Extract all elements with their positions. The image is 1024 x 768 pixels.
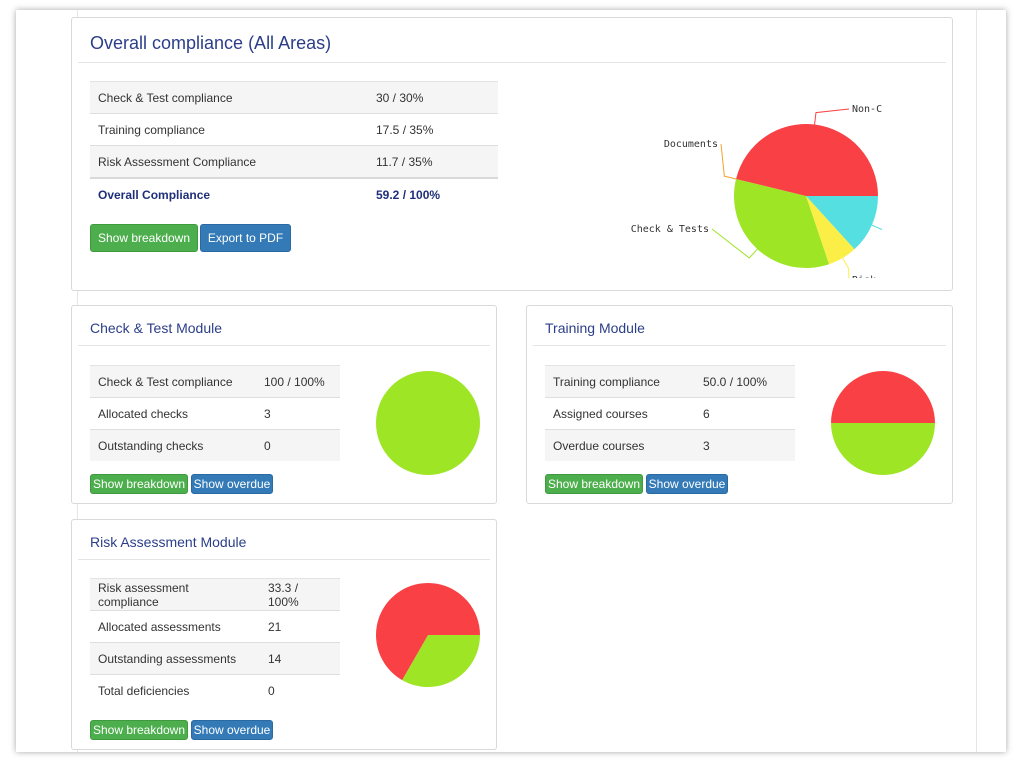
pie-label: Documents — [664, 139, 718, 150]
row-value: 30 / 30% — [368, 81, 498, 114]
row-value: 6 — [695, 397, 795, 430]
table-row: Allocated assessments 21 — [90, 610, 340, 643]
panel-divider — [78, 345, 490, 346]
row-label: Risk Assessment Compliance — [90, 145, 368, 178]
table-row: Total deficiencies 0 — [90, 674, 340, 706]
table-row: Allocated checks 3 — [90, 397, 340, 430]
pie-label: Non-Compliant — [852, 104, 882, 115]
row-value: 59.2 / 100% — [368, 177, 498, 210]
row-label: Assigned courses — [545, 397, 695, 430]
callout-line — [720, 143, 737, 180]
row-label: Overall Compliance — [90, 177, 368, 210]
row-label: Total deficiencies — [90, 674, 260, 706]
row-label: Allocated checks — [90, 397, 256, 430]
risk-stats-table: Risk assessment compliance 33.3 / 100% A… — [90, 578, 340, 706]
table-row: Assigned courses 6 — [545, 397, 795, 430]
row-label: Risk assessment compliance — [90, 578, 260, 611]
risk-assessment-module-panel: Risk Assessment Module Risk assessment c… — [71, 519, 497, 750]
row-value: 17.5 / 35% — [368, 113, 498, 146]
row-label: Training compliance — [545, 365, 695, 398]
table-row: Check & Test compliance 100 / 100% — [90, 365, 340, 398]
callout-line — [871, 224, 882, 231]
panel-divider — [78, 559, 490, 560]
table-row: Overdue courses 3 — [545, 429, 795, 461]
show-overdue-button[interactable]: Show overdue — [191, 474, 273, 494]
table-row: Check & Test compliance 30 / 30% — [90, 81, 498, 114]
training-module-panel: Training Module Training compliance 50.0… — [526, 305, 953, 504]
show-breakdown-button[interactable]: Show breakdown — [90, 720, 188, 740]
row-label: Training compliance — [90, 113, 368, 146]
table-row-total: Overall Compliance 59.2 / 100% — [90, 177, 498, 210]
overall-compliance-pie-chart: TrainingRisk AssessmentCheck & TestsDocu… — [631, 104, 882, 278]
pie-slice-compliant — [831, 423, 935, 475]
table-row: Training compliance 17.5 / 35% — [90, 113, 498, 146]
callout-line — [842, 257, 850, 278]
show-overdue-button[interactable]: Show overdue — [191, 720, 273, 740]
export-pdf-button[interactable]: Export to PDF — [200, 224, 291, 252]
check-test-module-panel: Check & Test Module Check & Test complia… — [71, 305, 497, 504]
pie-slice-non-compliant — [831, 371, 935, 423]
row-value: 0 — [256, 429, 340, 461]
overall-stats-table: Check & Test compliance 30 / 30% Trainin… — [90, 81, 498, 210]
row-value: 11.7 / 35% — [368, 145, 498, 178]
row-value: 3 — [695, 429, 795, 461]
check-test-pie-chart — [376, 371, 480, 475]
pie-label: Risk Assessment — [852, 275, 882, 278]
panel-title: Training Module — [545, 320, 645, 336]
pie-slice-non-compliant — [376, 583, 480, 681]
table-row: Risk assessment compliance 33.3 / 100% — [90, 578, 340, 611]
panel-divider — [533, 345, 946, 346]
pie-slice-compliant — [402, 635, 480, 687]
show-breakdown-button[interactable]: Show breakdown — [545, 474, 643, 494]
row-label: Outstanding assessments — [90, 642, 260, 675]
show-breakdown-button[interactable]: Show breakdown — [90, 474, 188, 494]
row-value: 3 — [256, 397, 340, 430]
row-value: 50.0 / 100% — [695, 365, 795, 398]
table-row: Risk Assessment Compliance 11.7 / 35% — [90, 145, 498, 178]
pie-label: Check & Tests — [631, 224, 709, 235]
overall-compliance-panel: Overall compliance (All Areas) Check & T… — [71, 17, 953, 291]
training-pie-chart — [831, 371, 935, 475]
row-value: 100 / 100% — [256, 365, 340, 398]
row-value: 0 — [260, 674, 340, 706]
pie-slice-non-compliant — [736, 124, 878, 196]
panel-title: Overall compliance (All Areas) — [90, 33, 332, 53]
pie-slice-check-tests — [734, 178, 830, 268]
row-value: 33.3 / 100% — [260, 578, 340, 611]
row-value: 14 — [260, 642, 340, 675]
pie-slice-risk-assessment — [806, 196, 855, 265]
callout-line — [814, 108, 850, 125]
row-label: Outstanding checks — [90, 429, 256, 461]
row-label: Allocated assessments — [90, 610, 260, 643]
table-row: Training compliance 50.0 / 100% — [545, 365, 795, 398]
callout-line — [711, 228, 758, 259]
table-row: Outstanding assessments 14 — [90, 642, 340, 675]
show-breakdown-button[interactable]: Show breakdown — [90, 224, 198, 252]
row-label: Check & Test compliance — [90, 81, 368, 114]
table-row: Outstanding checks 0 — [90, 429, 340, 461]
pie-slice-compliant — [376, 371, 480, 475]
show-overdue-button[interactable]: Show overdue — [646, 474, 728, 494]
panel-title: Check & Test Module — [90, 320, 223, 336]
risk-assessment-pie-chart — [376, 583, 480, 687]
training-stats-table: Training compliance 50.0 / 100% Assigned… — [545, 365, 795, 461]
panel-divider — [78, 62, 946, 63]
pie-slice-training — [806, 196, 878, 250]
row-label: Check & Test compliance — [90, 365, 256, 398]
check-test-stats-table: Check & Test compliance 100 / 100% Alloc… — [90, 365, 340, 461]
panel-title: Risk Assessment Module — [90, 534, 247, 550]
row-label: Overdue courses — [545, 429, 695, 461]
row-value: 21 — [260, 610, 340, 643]
